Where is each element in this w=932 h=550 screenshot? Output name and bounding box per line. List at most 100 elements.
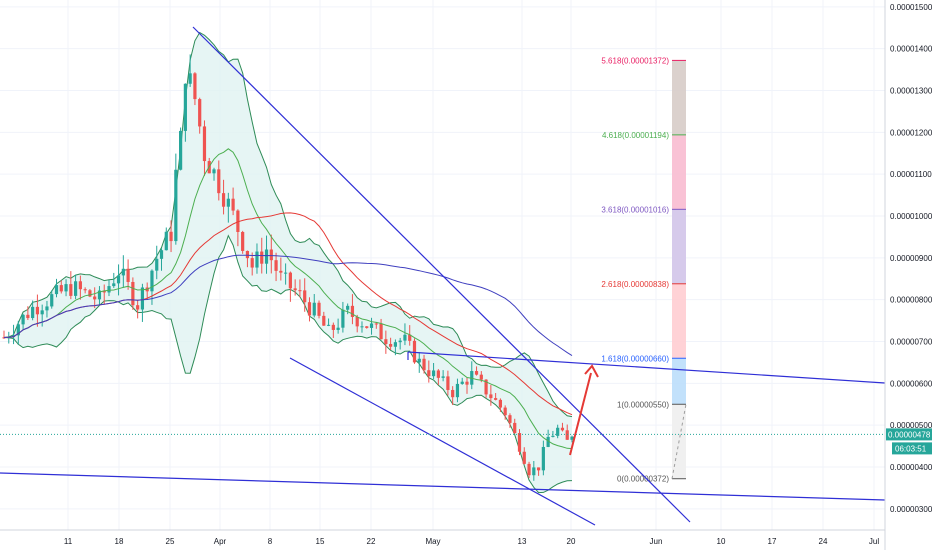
candle-down — [494, 398, 498, 400]
candle-up — [45, 306, 49, 311]
projection-arrow-head — [584, 364, 599, 378]
price-tick-label: 0.00001200 — [890, 128, 932, 137]
current-price-badge — [886, 428, 932, 441]
fib-band — [672, 209, 686, 284]
candle-down — [126, 268, 130, 282]
candle-up — [179, 130, 183, 170]
candle-down — [317, 302, 321, 316]
fib-band — [672, 358, 686, 405]
candle-down — [88, 290, 92, 297]
horizontal-support-line — [0, 472, 886, 501]
candle-up — [532, 467, 536, 476]
time-tick-label: 8 — [268, 537, 273, 546]
bollinger-upper-band — [3, 31, 573, 418]
candle-up — [460, 381, 464, 384]
candle-up — [369, 323, 374, 328]
candle-up — [393, 342, 397, 347]
candle-up — [188, 73, 192, 84]
fib-band — [672, 283, 686, 359]
candle-up — [64, 284, 68, 292]
bollinger-fill — [4, 32, 572, 493]
candle-up — [107, 286, 111, 293]
candle-down — [517, 433, 522, 452]
candle-up — [16, 324, 20, 336]
fib-level-label: 3.618(0.00001016) — [601, 205, 669, 214]
fib-level-label: 2.618(0.00000838) — [601, 280, 669, 289]
price-tick-label: 0.00001000 — [890, 212, 932, 221]
time-tick-label: 20 — [567, 537, 576, 546]
candlestick-series — [2, 54, 574, 481]
candle-down — [560, 427, 565, 431]
candle-down — [513, 422, 517, 434]
candle-up — [546, 436, 550, 447]
candle-up — [346, 305, 350, 310]
candle-up — [112, 283, 116, 287]
candle-down — [527, 463, 531, 476]
candle-down — [93, 296, 97, 300]
candle-down — [59, 285, 63, 292]
candle-up — [140, 287, 145, 310]
candle-up — [455, 383, 460, 398]
candle-up — [54, 285, 59, 295]
candle-down — [355, 316, 359, 327]
time-tick-label: 15 — [316, 537, 325, 546]
candle-up — [441, 376, 445, 378]
candle-down — [536, 467, 541, 471]
candle-down — [250, 258, 254, 268]
candle-up — [312, 302, 316, 316]
candle-up — [326, 324, 331, 326]
ma-slow-line — [3, 254, 573, 357]
candle-up — [155, 258, 159, 271]
candle-up — [150, 270, 154, 292]
candle-down — [35, 306, 40, 315]
candle-up — [97, 290, 102, 300]
candle-down — [274, 260, 278, 271]
candle-down — [508, 415, 512, 423]
candle-down — [221, 193, 226, 207]
candle-down — [279, 270, 283, 273]
candle-down — [565, 430, 569, 440]
fib-level-label: 1.618(0.00000660) — [601, 354, 669, 363]
price-tick-label: 0.00001400 — [890, 45, 932, 54]
candle-down — [241, 231, 245, 251]
candle-down — [408, 334, 412, 341]
candle-up — [116, 275, 121, 284]
candle-up — [541, 446, 545, 471]
candle-up — [551, 435, 555, 437]
candle-down — [293, 288, 297, 291]
candle-down — [412, 340, 417, 363]
fib-anchor-line — [671, 404, 687, 479]
price-tick-label: 0.00000600 — [890, 379, 932, 388]
candle-up — [40, 310, 44, 315]
candle-down — [131, 281, 135, 306]
projection-arrow-line — [569, 372, 592, 456]
candle-up — [570, 436, 574, 440]
price-tick-label: 0.00000800 — [890, 296, 932, 305]
candle-down — [231, 198, 235, 211]
time-tick-label: 13 — [518, 537, 527, 546]
price-tick-label: 0.00000900 — [890, 254, 932, 263]
descending-support-line — [289, 357, 596, 526]
price-tick-label: 0.00001100 — [890, 170, 932, 179]
price-tick-label: 0.00000700 — [890, 338, 932, 347]
candle-down — [102, 290, 106, 293]
bollinger-lower-band — [3, 234, 573, 494]
countdown-label: 06:03:51 — [895, 444, 927, 453]
candle-down — [365, 326, 369, 328]
candle-down — [479, 374, 483, 380]
candle-down — [245, 250, 250, 259]
candle-down — [446, 376, 450, 390]
candle-up — [159, 250, 164, 259]
bollinger-bands — [3, 31, 573, 494]
candle-up — [556, 427, 560, 436]
candle-down — [322, 315, 326, 326]
candle-up — [360, 326, 364, 328]
descending-resistance-line — [192, 26, 691, 523]
candle-down — [307, 302, 312, 316]
countdown-badge — [892, 442, 932, 455]
candle-down — [198, 99, 202, 127]
candle-down — [350, 305, 355, 317]
candle-down — [288, 272, 292, 289]
